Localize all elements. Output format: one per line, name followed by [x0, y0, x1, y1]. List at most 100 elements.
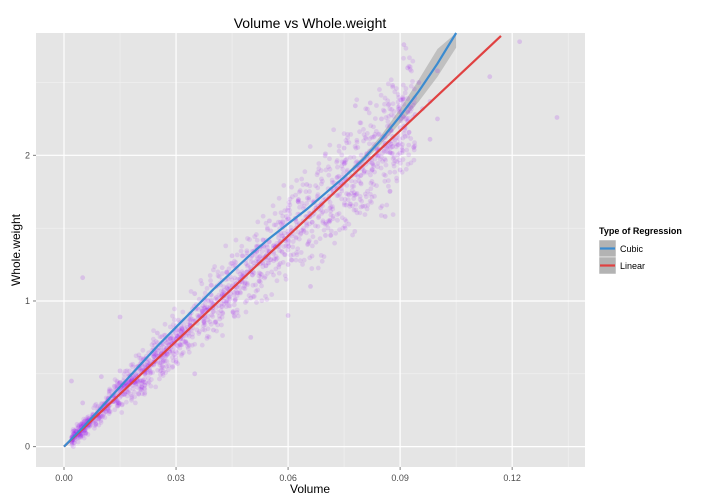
scatter-point: [328, 212, 334, 218]
scatter-point: [274, 278, 280, 284]
scatter-point: [129, 393, 135, 399]
scatter-point: [158, 348, 164, 353]
scatter-point: [180, 326, 185, 332]
scatter-point: [286, 200, 292, 205]
scatter-point: [389, 107, 395, 112]
scatter-point: [133, 353, 139, 359]
scatter-point: [106, 408, 112, 414]
scatter-point: [315, 224, 321, 229]
scatter-point: [362, 203, 368, 209]
scatter-point: [369, 194, 375, 200]
scatter-point: [365, 106, 370, 112]
scatter-point: [148, 370, 154, 376]
scatter-point: [244, 250, 250, 256]
scatter-point: [389, 144, 395, 150]
scatter-point: [344, 140, 350, 146]
scatter-point: [173, 332, 179, 338]
scatter-point: [277, 261, 283, 266]
scatter-point: [294, 178, 300, 183]
scatter-point: [320, 220, 326, 225]
scatter-point: [216, 303, 222, 309]
scatter-point: [248, 264, 253, 270]
scatter-point: [411, 144, 417, 150]
scatter-point: [165, 367, 171, 373]
scatter-point: [270, 203, 276, 209]
scatter-point: [393, 144, 399, 150]
scatter-point: [160, 359, 166, 364]
scatter-point: [150, 370, 156, 375]
scatter-point: [309, 219, 315, 225]
scatter-point: [240, 253, 246, 259]
scatter-point: [93, 401, 99, 407]
scatter-point: [363, 191, 368, 197]
scatter-point: [390, 83, 396, 88]
scatter-point: [400, 97, 406, 103]
scatter-point: [326, 172, 332, 178]
legend-entries: Cubic Linear: [598, 239, 645, 275]
scatter-point: [308, 284, 313, 289]
scatter-point: [146, 379, 152, 385]
scatter-point: [180, 309, 186, 315]
scatter-point: [239, 269, 245, 275]
scatter-point: [401, 42, 407, 48]
scatter-point: [174, 327, 180, 333]
scatter-point: [96, 416, 102, 422]
scatter-point: [290, 244, 296, 250]
scatter-point: [263, 263, 269, 269]
scatter-point: [362, 212, 368, 217]
scatter-point: [125, 389, 131, 395]
scatter-point: [238, 248, 244, 254]
scatter-point: [348, 201, 354, 207]
scatter-point: [183, 340, 188, 346]
scatter-point: [216, 274, 222, 280]
scatter-point: [281, 244, 287, 249]
scatter-point: [165, 351, 171, 357]
scatter-point: [267, 218, 272, 224]
scatter-point: [395, 104, 401, 110]
scatter-point: [334, 212, 340, 217]
scatter-point: [124, 393, 130, 399]
x-axis-label: Volume: [290, 482, 330, 496]
scatter-point: [232, 298, 238, 304]
scatter-point: [126, 387, 132, 393]
scatter-point: [368, 186, 374, 192]
scatter-point: [161, 368, 166, 374]
scatter-point: [435, 116, 440, 122]
scatter-point: [330, 216, 336, 222]
scatter-point: [202, 304, 208, 310]
scatter-point: [405, 110, 411, 115]
scatter-point: [328, 232, 334, 238]
scatter-point: [403, 45, 409, 51]
scatter-point: [80, 275, 86, 281]
scatter-point: [361, 138, 366, 144]
scatter-point: [75, 439, 81, 445]
scatter-point: [381, 172, 387, 177]
scatter-point: [304, 222, 309, 227]
scatter-point: [74, 425, 80, 431]
scatter-point: [363, 106, 369, 112]
scatter-point: [132, 394, 138, 400]
scatter-point: [226, 295, 232, 300]
scatter-point: [260, 264, 266, 270]
scatter-point: [376, 152, 381, 158]
scatter-point: [400, 82, 406, 88]
scatter-point: [342, 200, 347, 206]
scatter-point: [115, 403, 121, 409]
scatter-point: [243, 309, 249, 315]
scatter-point: [304, 201, 310, 206]
scatter-point: [344, 191, 349, 197]
scatter-point: [229, 277, 235, 283]
scatter-point: [385, 81, 391, 87]
y-tick-label: 2: [25, 150, 30, 160]
scatter-point: [242, 286, 248, 292]
scatter-point: [80, 420, 85, 426]
scatter-point: [115, 380, 120, 386]
scatter-point: [303, 230, 309, 236]
scatter-point: [207, 319, 213, 325]
scatter-point: [262, 274, 268, 279]
scatter-point: [114, 378, 120, 384]
scatter-point: [192, 371, 198, 377]
scatter-point: [159, 367, 164, 373]
scatter-point: [397, 140, 403, 146]
scatter-point: [138, 355, 144, 361]
